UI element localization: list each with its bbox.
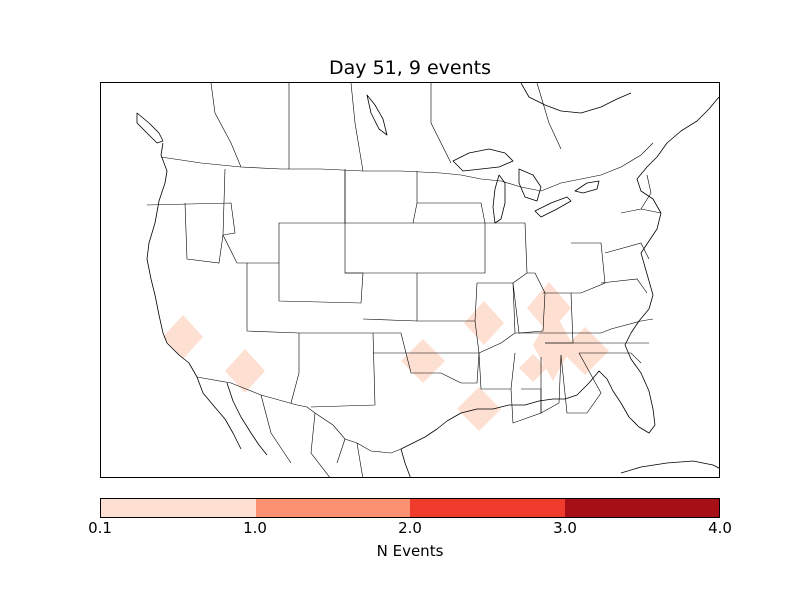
baja-coastline (226, 382, 268, 456)
mexico-state-line (260, 394, 292, 464)
map-panel: Central California Southern Nevada / Ariz… (100, 82, 720, 478)
map-svg: Central California Southern Nevada / Ariz… (136, 83, 719, 477)
atlantic-coastline (624, 96, 719, 410)
colorbar-bin (410, 499, 565, 517)
event-region: Central California (163, 315, 203, 359)
colorbar (100, 498, 720, 518)
event-region: Georgia (561, 327, 609, 375)
pacific-coastline (146, 142, 242, 450)
event-layer: Central California Southern Nevada / Ariz… (163, 282, 609, 431)
caribbean-coast (620, 460, 719, 474)
lake-winnipeg (366, 94, 388, 136)
event-region: Southern Mississippi (519, 354, 547, 382)
coastline-layer (136, 83, 719, 477)
state-lines (146, 168, 662, 424)
mexico-gulf-coastline (400, 448, 411, 477)
event-region: Central Oklahoma (401, 339, 445, 383)
map-title: Day 51, 9 events (329, 57, 491, 79)
colorbar-label: N Events (376, 542, 444, 560)
colorbar-tick-label: 4.0 (708, 519, 732, 537)
lake-huron (518, 168, 542, 202)
colorbar-bin (564, 499, 719, 517)
mexico-state-line (310, 412, 330, 477)
colorbar-tick-label: 2.0 (398, 519, 422, 537)
event-region: Arkansas / Missouri (464, 301, 504, 345)
province-line (430, 83, 452, 164)
colorbar-tick-label: 3.0 (553, 519, 577, 537)
mexico-state-line (356, 442, 363, 477)
border-layer (146, 83, 662, 477)
hudson-bay-coastline (520, 83, 632, 114)
province-line (536, 83, 562, 150)
province-line (210, 83, 242, 168)
colorbar-tick-label: 0.1 (88, 519, 112, 537)
lake-ontario (574, 180, 600, 194)
colorbar-tick-label: 1.0 (243, 519, 267, 537)
mexico-state-line (336, 438, 346, 464)
event-region: Northern Alabama / Tennessee (527, 282, 571, 334)
gulf-coastline (400, 370, 656, 450)
colorbar-bin (255, 499, 410, 517)
lake-superior (452, 148, 514, 172)
vancouver-island (136, 112, 164, 144)
lake-erie (534, 196, 572, 218)
us-mexico-border (196, 376, 402, 454)
event-region: Southern Nevada / Arizona border (225, 349, 265, 393)
lake-michigan (492, 174, 506, 224)
us-canada-border (160, 142, 654, 192)
colorbar-bin (101, 499, 256, 517)
province-line (350, 83, 364, 172)
